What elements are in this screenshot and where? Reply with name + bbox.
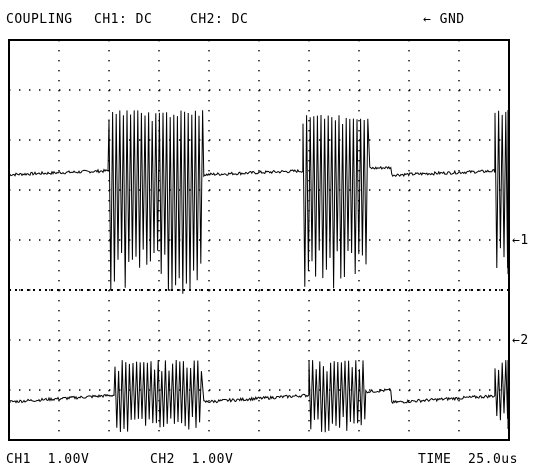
footer-time-scale: TIME 25.0us	[418, 452, 518, 467]
footer-ch2-scale: CH2 1.00V	[150, 452, 234, 467]
header-ch2-coupling: CH2: DC	[190, 12, 249, 27]
graticule-grid	[9, 40, 509, 440]
ground-marker-ch1: ←1	[512, 233, 529, 248]
footer-ch1-scale: CH1 1.00V	[6, 452, 90, 467]
header-coupling: COUPLING	[6, 12, 73, 27]
trace-ch2	[9, 359, 509, 433]
header-ch1-coupling: CH1: DC	[94, 12, 153, 27]
ground-marker-ch2: ←2	[512, 333, 529, 348]
trace-ch1	[9, 110, 509, 294]
header-gnd-indicator: ← GND	[423, 12, 465, 27]
